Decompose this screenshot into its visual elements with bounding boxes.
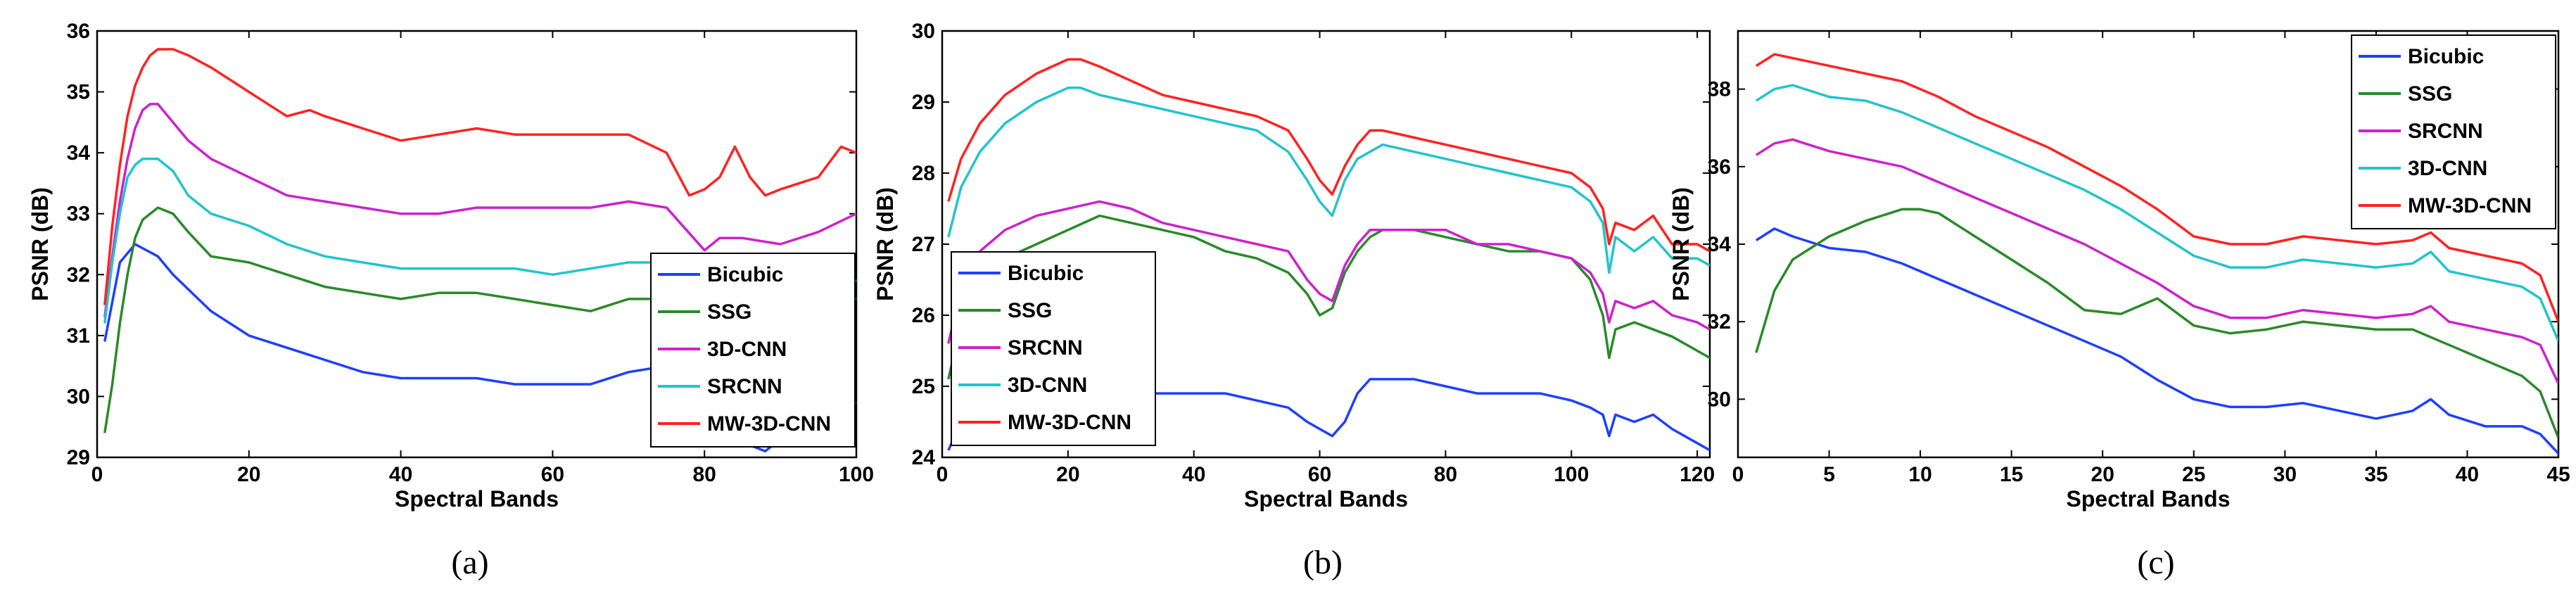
y-axis-label: PSNR (dB): [873, 187, 898, 301]
chart-panel-1: 0 20 40 60 80 100 29 30 31 32 33 34 35 36 Spectral Ban…: [27, 20, 874, 581]
legend-label: MW-3D-CNN: [2408, 194, 2532, 217]
y-tick-label: 28: [912, 162, 935, 185]
panel-caption: (b): [1303, 544, 1343, 581]
y-tick-label: 30: [1708, 388, 1731, 411]
y-tick-label: 30: [912, 20, 935, 43]
x-tick-label: 35: [2364, 463, 2387, 486]
legend: Bicubic SSG SRCNN 3D-CNN MW-3D-CNN: [951, 251, 1156, 446]
x-tick-label: 80: [693, 463, 716, 486]
y-tick-label: 25: [912, 375, 935, 398]
legend-label: Bicubic: [707, 263, 783, 286]
x-tick-label: 100: [839, 463, 874, 486]
x-tick-label: 45: [2546, 463, 2570, 486]
y-tick-label: 27: [912, 233, 935, 256]
series-line-ssg: [947, 214, 1710, 380]
series-line-srcnn: [947, 200, 1710, 344]
series-line-3d-cnn: [1755, 84, 2558, 342]
y-tick-label: 36: [67, 20, 90, 43]
x-axis-label: Spectral Bands: [2067, 486, 2231, 512]
y-tick-label: 30: [67, 385, 90, 408]
x-tick-label: 0: [91, 463, 103, 486]
y-tick-label: 38: [1708, 78, 1731, 101]
y-axis-label: PSNR (dB): [1668, 187, 1694, 301]
legend-label: 3D-CNN: [1008, 374, 1087, 397]
y-tick-label: 36: [1708, 155, 1731, 179]
chart-panel-3: 0 5 10 15 20 25 30 35 40 45 30 32 34 36 38 Spectral Ban…: [1668, 30, 2570, 581]
legend-label: SRCNN: [1008, 336, 1083, 360]
x-tick-label: 40: [2456, 463, 2479, 486]
x-axis-label: Spectral Bands: [1244, 486, 1408, 512]
y-axis-label: PSNR (dB): [27, 187, 53, 301]
series-line-ssg: [1755, 208, 2558, 439]
legend: Bicubic SSG SRCNN 3D-CNN MW-3D-CNN: [2351, 34, 2556, 229]
y-tick-label: 29: [912, 91, 935, 114]
x-tick-label: 15: [2000, 463, 2023, 486]
y-tick-label: 31: [67, 324, 90, 348]
legend-label: 3D-CNN: [2408, 157, 2487, 180]
chart-panel-2: 0 20 40 60 80 100 120 24 25 26 27 28 29 30 Spectral Ba…: [873, 20, 1715, 581]
legend: Bicubic SSG 3D-CNN SRCNN MW-3D-CNN: [650, 253, 856, 448]
panel-caption: (c): [2137, 544, 2174, 581]
x-tick-label: 10: [1908, 463, 1931, 486]
x-tick-label: 20: [2091, 463, 2114, 486]
legend-label: SRCNN: [707, 375, 782, 398]
legend-label: SRCNN: [2408, 120, 2483, 143]
series-line-bicubic: [1755, 227, 2558, 455]
x-tick-label: 20: [1056, 463, 1079, 486]
y-tick-label: 29: [67, 446, 90, 469]
y-tick-label: 35: [67, 81, 90, 104]
legend-label: Bicubic: [2408, 45, 2484, 68]
series-line-3d-cnn: [947, 87, 1710, 274]
legend-label: MW-3D-CNN: [1008, 411, 1131, 434]
x-tick-label: 30: [2273, 463, 2297, 486]
y-tick-label: 33: [67, 203, 90, 226]
y-tick-label: 34: [1708, 233, 1732, 256]
legend-label: 3D-CNN: [707, 338, 787, 361]
series-line-mw-3d-cnn: [103, 48, 856, 305]
y-tick-label: 26: [912, 304, 935, 327]
x-tick-label: 60: [541, 463, 564, 486]
legend-label: SSG: [2408, 82, 2452, 106]
series-line-srcnn: [1755, 138, 2558, 385]
y-tick-label: 32: [1708, 310, 1731, 334]
legend-label: SSG: [1008, 299, 1052, 322]
x-tick-label: 20: [237, 463, 260, 486]
y-tick-label: 34: [67, 141, 91, 165]
x-tick-label: 0: [1732, 463, 1744, 486]
x-tick-label: 60: [1308, 463, 1331, 486]
y-tick-label: 32: [67, 263, 90, 286]
legend-label: SSG: [707, 300, 751, 324]
legend-label: MW-3D-CNN: [707, 412, 831, 436]
x-tick-label: 80: [1434, 463, 1457, 486]
x-tick-label: 5: [1823, 463, 1835, 486]
x-tick-label: 40: [1182, 463, 1205, 486]
legend-label: Bicubic: [1008, 262, 1084, 285]
panel-caption: (a): [451, 544, 488, 581]
series-line-3d-cnn: [103, 103, 856, 318]
x-axis-label: Spectral Bands: [395, 486, 559, 512]
x-tick-label: 100: [1554, 463, 1589, 486]
series-line-mw-3d-cnn: [947, 58, 1710, 253]
x-tick-label: 120: [1680, 463, 1715, 486]
x-tick-label: 40: [389, 463, 412, 486]
y-tick-label: 24: [912, 446, 936, 469]
x-tick-label: 25: [2182, 463, 2205, 486]
series-line-mw-3d-cnn: [1755, 53, 2558, 322]
x-tick-label: 0: [937, 463, 948, 486]
